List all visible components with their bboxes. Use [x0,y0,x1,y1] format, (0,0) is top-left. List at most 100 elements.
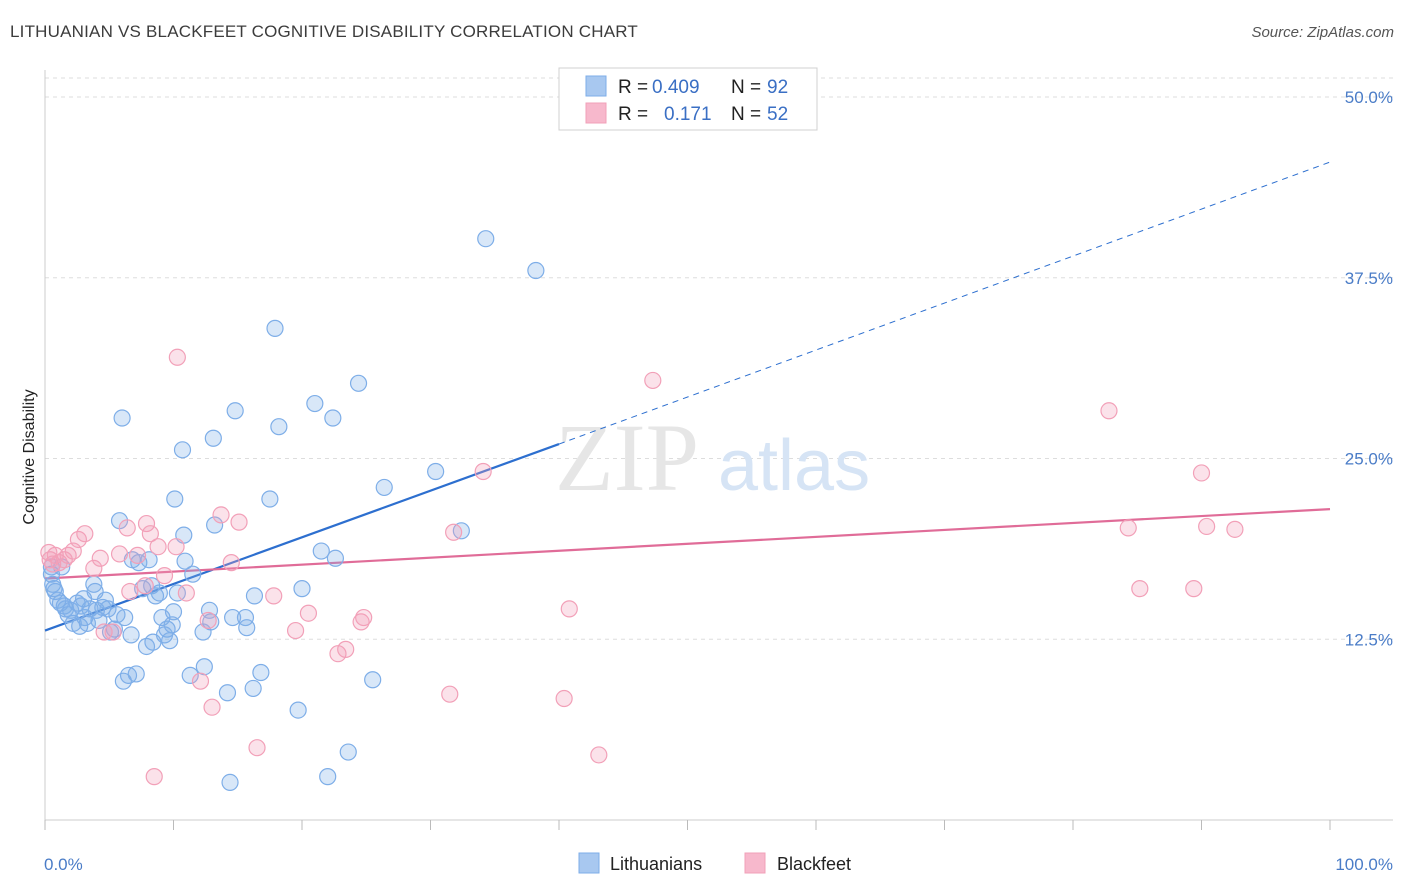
data-point-blackfeet [1100,402,1118,420]
data-point-lithuanians [312,542,330,560]
axes [44,70,1393,830]
bottom-legend-lithuanians: Lithuanians [610,854,702,874]
legend-n-value-2: 52 [767,104,788,125]
legend-box: R = 0.409 N = 92 R = 0.171 N = 52 [558,67,818,131]
legend-n-value-1: 92 [767,77,788,98]
data-point-blackfeet [91,549,109,567]
data-point-lithuanians [122,626,140,644]
data-point-blackfeet [337,640,355,658]
data-point-blackfeet [1131,580,1149,598]
y-tick-label: 12.5% [1345,630,1393,649]
data-point-blackfeet [167,538,185,556]
data-point-blackfeet [76,525,94,543]
legend-r-value-2: 0.171 [664,104,712,125]
legend-r-value-1: 0.409 [652,77,700,98]
data-point-blackfeet [1119,519,1137,537]
data-point-blackfeet [248,739,266,757]
y-tick-label: 25.0% [1345,450,1393,469]
data-point-lithuanians [173,441,192,459]
data-point-lithuanians [176,552,194,570]
data-point-lithuanians [150,584,168,602]
legend-swatch-lithuanians [585,75,607,97]
data-point-lithuanians [204,429,222,447]
data-point-lithuanians [113,409,131,427]
data-point-lithuanians [127,665,145,683]
data-point-lithuanians [238,619,256,637]
data-point-blackfeet [199,611,217,630]
data-point-lithuanians [224,608,242,627]
data-point-blackfeet [222,554,240,572]
data-point-lithuanians [261,490,279,508]
data-point-blackfeet [644,371,662,390]
legend-n-label-1: N = [731,77,761,98]
data-point-blackfeet [441,685,459,703]
bottom-legend-blackfeet: Blackfeet [777,854,851,874]
data-point-lithuanians [72,597,90,615]
data-point-blackfeet [141,525,159,543]
data-point-lithuanians [163,616,181,634]
data-point-blackfeet [177,584,195,602]
data-point-lithuanians [184,565,202,583]
data-point-lithuanians [319,768,337,786]
data-point-blackfeet [590,746,608,764]
data-point-lithuanians [218,684,237,702]
data-point-lithuanians [270,418,288,436]
data-point-lithuanians [195,658,213,676]
data-point-lithuanians [45,580,63,598]
chart-title: LITHUANIAN VS BLACKFEET COGNITIVE DISABI… [10,22,638,41]
watermark-atlas: atlas [718,426,870,506]
data-point-blackfeet [50,554,68,572]
data-point-blackfeet [299,604,318,622]
watermark-zip: ZIP [555,404,699,511]
data-point-lithuanians [168,584,186,602]
data-point-blackfeet [118,519,136,537]
data-point-blackfeet [136,577,154,595]
data-point-lithuanians [116,608,134,627]
legend-r-label-2: R = [618,104,648,125]
data-point-blackfeet [474,462,492,481]
trend-line-extension-lithuanians [558,161,1331,445]
data-points [40,230,1244,792]
y-tick-label: 37.5% [1345,269,1393,288]
trend-line-blackfeet [44,508,1331,580]
data-point-lithuanians [161,632,179,650]
data-point-blackfeet [104,623,122,641]
y-tick-label: 50.0% [1345,88,1393,107]
legend-n-label-2: N = [731,104,761,125]
grid-lines [45,77,1393,640]
data-point-lithuanians [339,743,357,761]
data-point-lithuanians [87,601,106,619]
legend-swatch-blackfeet [585,102,607,124]
data-point-lithuanians [166,490,184,508]
tick-labels: 12.5% 25.0% 37.5% 50.0% 0.0% 100.0% [44,88,1393,874]
data-point-lithuanians [245,587,264,605]
data-point-lithuanians [181,666,199,685]
data-point-lithuanians [427,462,445,481]
data-point-blackfeet [1226,520,1244,538]
legend-r-label-1: R = [618,77,648,98]
bottom-legend: Lithuanians Blackfeet [578,852,851,874]
data-point-blackfeet [137,514,156,533]
data-point-blackfeet [155,567,174,585]
data-point-blackfeet [286,621,305,640]
data-point-lithuanians [206,516,224,534]
y-axis-label: Cognitive Disability [21,389,38,524]
data-point-blackfeet [555,689,573,708]
data-point-blackfeet [191,672,210,690]
bottom-legend-swatch-blackfeet [744,852,766,874]
data-point-lithuanians [326,549,345,567]
data-point-lithuanians [306,394,324,413]
data-point-blackfeet [212,506,230,524]
data-point-blackfeet [149,538,167,556]
data-point-lithuanians [105,620,123,638]
data-point-lithuanians [349,374,368,392]
data-point-blackfeet [85,559,103,577]
data-point-lithuanians [477,230,495,248]
data-point-lithuanians [226,402,244,420]
data-point-blackfeet [203,698,221,716]
data-point-blackfeet [265,587,283,605]
data-point-blackfeet [1192,464,1211,482]
series-blackfeet [40,348,1244,786]
data-point-blackfeet [355,608,373,627]
